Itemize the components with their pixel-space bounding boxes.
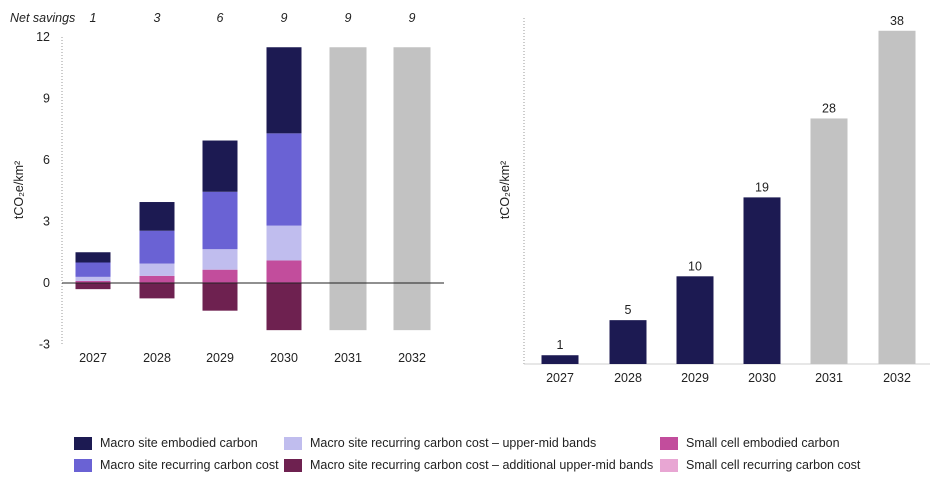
bar-segment <box>75 283 111 290</box>
x-tick-label: 2029 <box>206 351 234 365</box>
legend-label: Small cell recurring carbon cost <box>686 458 861 472</box>
net-savings-value: 9 <box>345 11 352 25</box>
bar <box>810 118 848 364</box>
bar-segment <box>75 252 111 263</box>
net-savings-value: 1 <box>90 11 97 25</box>
bar <box>743 197 781 364</box>
legend-label: Small cell embodied carbon <box>686 436 840 450</box>
y-tick-label: 12 <box>36 30 50 44</box>
bar-segment <box>202 283 238 311</box>
y-tick-label: 9 <box>43 92 50 106</box>
bar-segment <box>202 269 238 283</box>
legend-swatch <box>660 458 678 472</box>
bar-segment <box>266 133 302 226</box>
data-label: 19 <box>755 180 769 194</box>
legend-item: Macro site recurring carbon cost <box>74 456 279 474</box>
net-savings-value: 6 <box>217 11 224 25</box>
bar-segment <box>75 280 111 283</box>
net-savings-value: 9 <box>409 11 416 25</box>
net-savings-value: 3 <box>154 11 161 25</box>
bar-segment <box>266 260 302 283</box>
legend-swatch <box>660 436 678 450</box>
legend-item: Macro site recurring carbon cost – upper… <box>284 434 596 452</box>
bar <box>676 276 714 364</box>
legend-item: Small cell recurring carbon cost <box>660 456 860 474</box>
bar-segment <box>75 276 111 281</box>
legend-label: Macro site recurring carbon cost – addit… <box>310 458 654 472</box>
x-tick-label: 2031 <box>815 371 843 385</box>
bar-segment <box>139 263 175 276</box>
legend-swatch <box>284 436 302 450</box>
y-tick-label: 0 <box>43 276 50 290</box>
y-tick-label: -3 <box>39 338 50 352</box>
data-label: 28 <box>822 101 836 115</box>
y-axis-label: tCO₂e/km² <box>12 161 26 219</box>
bar-segment <box>75 262 111 277</box>
data-label: 38 <box>890 14 904 28</box>
y-tick-label: 6 <box>43 153 50 167</box>
legend-label: Macro site embodied carbon <box>100 436 258 450</box>
bar-segment <box>266 283 302 331</box>
bar-segment <box>202 140 238 192</box>
bar-segment <box>139 230 175 264</box>
x-tick-label: 2027 <box>79 351 107 365</box>
net-savings-label: Net savings <box>10 11 75 25</box>
x-tick-label: 2030 <box>748 371 776 385</box>
net-savings-value: 9 <box>281 11 288 25</box>
bar <box>541 355 579 364</box>
legend-swatch <box>74 458 92 472</box>
bar-segment <box>139 202 175 231</box>
legend-item: Macro site embodied carbon <box>74 434 258 452</box>
x-tick-label: 2032 <box>883 371 911 385</box>
legend-item: Macro site recurring carbon cost – addit… <box>284 456 653 474</box>
x-tick-label: 2032 <box>398 351 426 365</box>
data-label: 1 <box>557 338 564 352</box>
legend: Macro site embodied carbon Macro site re… <box>74 434 934 474</box>
bar-segment <box>266 225 302 261</box>
bar-segment <box>139 275 175 283</box>
legend-swatch <box>74 436 92 450</box>
data-label: 10 <box>688 259 702 273</box>
x-tick-label: 2028 <box>143 351 171 365</box>
legend-label: Macro site recurring carbon cost <box>100 458 279 472</box>
bar <box>878 30 916 365</box>
x-tick-label: 2028 <box>614 371 642 385</box>
x-tick-label: 2027 <box>546 371 574 385</box>
x-tick-label: 2031 <box>334 351 362 365</box>
x-tick-label: 2029 <box>681 371 709 385</box>
bar-segment <box>266 47 302 134</box>
bar-segment <box>139 283 175 299</box>
legend-item: Small cell embodied carbon <box>660 434 840 452</box>
y-axis-label: tCO₂e/km² <box>498 161 512 219</box>
legend-label: Macro site recurring carbon cost – upper… <box>310 436 597 450</box>
bar-segment <box>202 249 238 270</box>
bar <box>609 320 647 364</box>
data-label: 5 <box>625 303 632 317</box>
y-tick-label: 3 <box>43 215 50 229</box>
bar-segment <box>202 191 238 250</box>
legend-swatch <box>284 458 302 472</box>
x-tick-label: 2030 <box>270 351 298 365</box>
